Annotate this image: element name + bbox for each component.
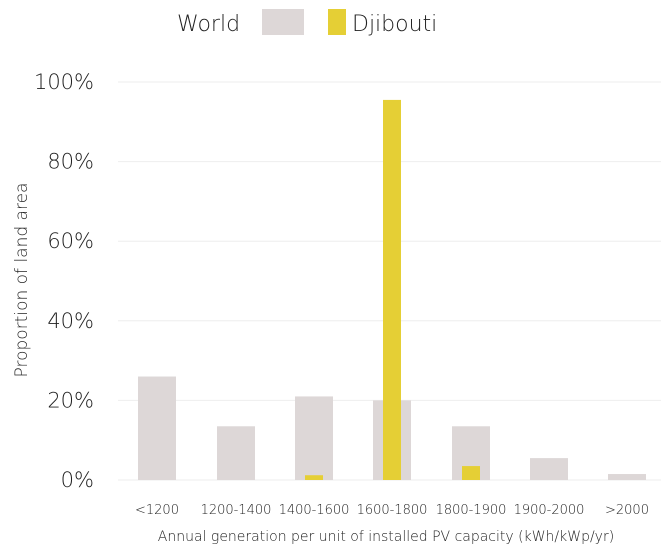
y-tick-label: 60%	[47, 229, 94, 253]
x-axis-ticks: <1200 1200-1400 1400-1600 1600-1800 1800-190…	[135, 503, 649, 518]
bar-djibouti	[305, 475, 323, 480]
legend-label-djibouti: Djibouti	[352, 12, 437, 37]
legend-label-world: World	[177, 12, 240, 37]
x-axis-title: Annual generation per unit of installed …	[158, 529, 614, 545]
x-tick-label: 1900-2000	[514, 503, 585, 518]
legend-swatch-world	[262, 9, 304, 35]
y-axis-ticks: 0% 20% 40% 60% 80% 100%	[34, 70, 94, 492]
y-tick-label: 20%	[47, 388, 94, 412]
x-tick-label: 1600-1800	[357, 503, 428, 518]
x-tick-label: >2000	[605, 503, 649, 518]
bar-world	[217, 426, 255, 480]
legend: World Djibouti	[177, 9, 437, 37]
bar-djibouti	[462, 466, 480, 480]
x-tick-label: 1200-1400	[201, 503, 272, 518]
x-tick-label: 1800-1900	[436, 503, 507, 518]
x-tick-label: <1200	[135, 503, 179, 518]
bar-world	[608, 474, 646, 480]
bar-world	[530, 458, 568, 480]
bar-world	[295, 396, 333, 480]
x-tick-label: 1400-1600	[279, 503, 350, 518]
y-axis-title: Proportion of land area	[12, 183, 32, 378]
y-tick-label: 0%	[61, 468, 94, 492]
bar-djibouti	[383, 99, 401, 480]
y-tick-label: 100%	[34, 70, 94, 94]
y-tick-label: 40%	[47, 309, 94, 333]
y-tick-label: 80%	[47, 150, 94, 174]
legend-swatch-djibouti	[328, 9, 346, 35]
bars	[138, 99, 646, 480]
bar-world	[138, 376, 176, 480]
